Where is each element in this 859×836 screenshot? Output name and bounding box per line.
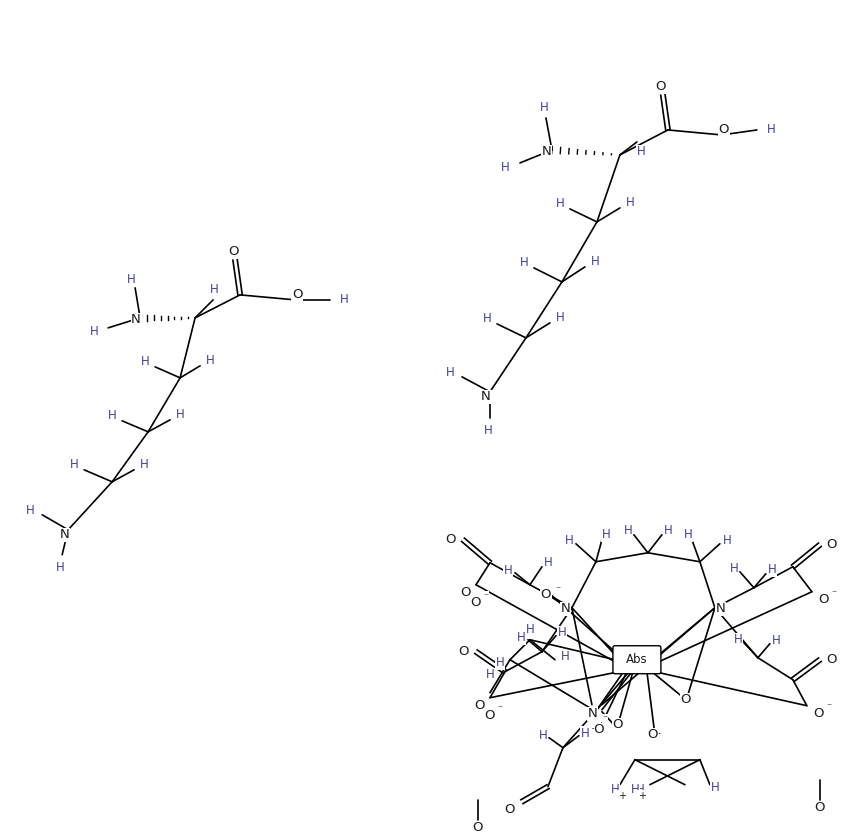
Text: H: H: [483, 313, 491, 325]
Text: +: +: [618, 791, 626, 801]
Text: H: H: [771, 635, 780, 647]
Text: H: H: [140, 458, 149, 472]
Text: H: H: [611, 783, 619, 796]
Text: H: H: [339, 293, 349, 306]
Text: O: O: [446, 533, 456, 546]
Text: ·O: ·O: [591, 723, 606, 737]
Text: H: H: [26, 504, 34, 517]
Text: H: H: [503, 564, 512, 578]
Text: ⁻: ⁻: [826, 703, 832, 713]
Text: O: O: [460, 586, 472, 599]
Text: H: H: [539, 729, 547, 742]
Text: ⁻: ⁻: [602, 715, 607, 725]
Text: H: H: [446, 366, 454, 380]
Text: H: H: [526, 624, 534, 636]
Text: N: N: [481, 390, 490, 403]
Text: O: O: [826, 538, 837, 551]
Text: N: N: [542, 145, 551, 159]
Text: H: H: [561, 650, 570, 663]
Text: O: O: [540, 589, 551, 601]
Text: H: H: [107, 410, 117, 422]
Text: O: O: [471, 596, 481, 609]
Text: H: H: [127, 273, 136, 287]
Text: H: H: [710, 781, 719, 794]
Text: H: H: [544, 556, 552, 569]
Text: H: H: [56, 561, 64, 574]
Text: H: H: [556, 197, 564, 211]
Text: H: H: [663, 524, 673, 538]
Text: O: O: [484, 709, 496, 722]
Text: N: N: [59, 528, 69, 541]
Text: N: N: [716, 602, 726, 615]
Text: H: H: [496, 656, 504, 670]
Text: H: H: [485, 668, 494, 681]
Text: O: O: [228, 246, 238, 258]
Text: H: H: [520, 257, 528, 269]
Text: O: O: [292, 288, 302, 302]
Text: H: H: [601, 528, 610, 541]
Text: H: H: [611, 781, 619, 794]
Text: H: H: [501, 161, 509, 175]
Text: H: H: [89, 325, 99, 339]
Text: O: O: [655, 80, 667, 94]
Text: H: H: [637, 145, 645, 159]
Text: H: H: [205, 354, 215, 367]
Text: H: H: [556, 311, 564, 324]
Text: H: H: [624, 524, 632, 538]
Text: H: H: [590, 255, 600, 268]
Text: O: O: [612, 718, 623, 732]
Text: O: O: [819, 594, 829, 606]
Text: ⁻: ⁻: [832, 589, 837, 599]
Text: H: H: [729, 563, 738, 575]
Text: O·: O·: [648, 728, 662, 742]
Text: H: H: [636, 783, 644, 796]
Text: O: O: [814, 801, 825, 814]
FancyBboxPatch shape: [613, 645, 661, 674]
Text: H: H: [70, 458, 78, 472]
Text: H: H: [581, 727, 589, 740]
Text: H: H: [210, 283, 218, 297]
Text: H: H: [564, 534, 573, 548]
Text: H: H: [484, 425, 492, 437]
Text: N: N: [561, 602, 571, 615]
Text: +: +: [638, 791, 646, 801]
Text: H: H: [516, 631, 526, 645]
Text: O: O: [680, 693, 691, 706]
Text: H: H: [625, 196, 634, 209]
Text: O: O: [719, 124, 729, 136]
Text: O: O: [826, 653, 837, 666]
Text: H: H: [734, 633, 742, 646]
Text: ⁻: ⁻: [484, 592, 489, 602]
Text: H: H: [766, 124, 775, 136]
Text: N: N: [131, 314, 141, 326]
Text: H: H: [557, 626, 566, 640]
Text: H: H: [176, 408, 185, 421]
Text: H: H: [684, 528, 692, 541]
Text: H: H: [539, 101, 548, 115]
Text: O: O: [475, 699, 485, 712]
Text: O: O: [459, 645, 469, 658]
Text: H: H: [631, 783, 639, 796]
Text: N: N: [588, 707, 598, 720]
Text: H: H: [767, 563, 777, 576]
Text: H: H: [722, 534, 731, 548]
Text: O: O: [813, 707, 824, 720]
Text: H: H: [141, 355, 149, 369]
Text: O: O: [472, 821, 484, 834]
Text: ⁻: ⁻: [497, 705, 503, 715]
Text: O: O: [505, 803, 515, 816]
Text: Abs: Abs: [626, 653, 648, 666]
Text: ⁻: ⁻: [556, 584, 561, 594]
